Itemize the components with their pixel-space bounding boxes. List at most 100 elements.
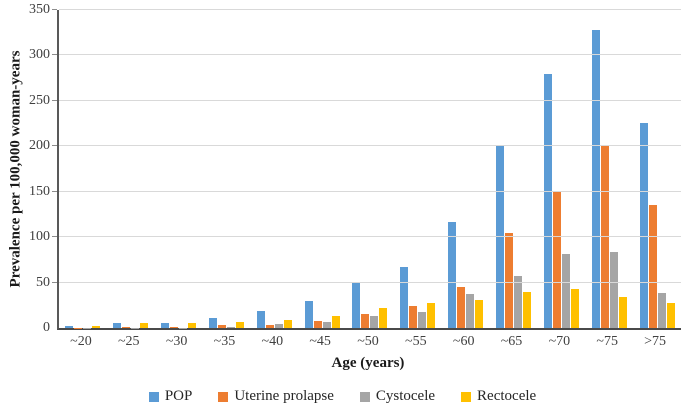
bar-uterine-prolapse-~30 bbox=[170, 327, 179, 328]
bar-uterine-prolapse-~65 bbox=[505, 232, 514, 328]
bar-uterine-prolapse-~60 bbox=[457, 287, 466, 328]
bar-rectocele-~25 bbox=[140, 323, 149, 328]
bar-rectocele->75 bbox=[666, 303, 675, 328]
gridline-50 bbox=[59, 281, 681, 283]
bar-cystocele-~70 bbox=[561, 253, 570, 328]
gridline-150 bbox=[59, 190, 681, 192]
bar-cystocele-~65 bbox=[514, 276, 523, 328]
y-axis-tick bbox=[52, 190, 57, 192]
bar-cystocele-~45 bbox=[322, 321, 331, 328]
bar-rectocele-~40 bbox=[283, 319, 292, 328]
bar-cystocele-~50 bbox=[370, 316, 379, 328]
x-tick-label-~45: ~45 bbox=[309, 334, 331, 349]
legend-label: Rectocele bbox=[477, 388, 537, 404]
legend-swatch-icon bbox=[218, 391, 229, 402]
legend-label: Uterine prolapse bbox=[234, 388, 334, 404]
bar-group-~25 bbox=[107, 10, 155, 328]
legend-item-uterine-prolapse: Uterine prolapse bbox=[218, 388, 334, 405]
bar-group-~50 bbox=[346, 10, 394, 328]
bar-uterine-prolapse-~50 bbox=[361, 314, 370, 328]
x-tick-label-~60: ~60 bbox=[452, 334, 475, 349]
bar-pop->75 bbox=[639, 122, 648, 328]
gridline-300 bbox=[59, 54, 681, 56]
bar-rectocele-~55 bbox=[427, 303, 436, 328]
y-tick-label-0: 0 bbox=[43, 320, 50, 335]
bar-group->75 bbox=[633, 10, 681, 328]
bar-group-~45 bbox=[298, 10, 346, 328]
bar-group-~30 bbox=[155, 10, 203, 328]
y-tick-label-300: 300 bbox=[29, 47, 50, 63]
bar-pop-~30 bbox=[161, 323, 170, 328]
bar-pop-~40 bbox=[256, 310, 265, 328]
plot-area bbox=[52, 9, 681, 330]
legend-item-cystocele: Cystocele bbox=[359, 388, 436, 405]
bar-rectocele-~30 bbox=[188, 323, 197, 328]
y-axis-tick-labels: 0 50 100 150 200 250 300 350 bbox=[0, 2, 50, 335]
bar-cystocele-~55 bbox=[418, 311, 427, 328]
bar-cystocele-~75 bbox=[609, 251, 618, 328]
bar-rectocele-~70 bbox=[570, 288, 579, 328]
bar-group-~60 bbox=[442, 10, 490, 328]
bar-uterine-prolapse-~45 bbox=[313, 320, 322, 328]
gridline-350 bbox=[59, 9, 681, 10]
y-axis-tick bbox=[52, 9, 57, 10]
x-tick-label-~40: ~40 bbox=[261, 334, 284, 349]
bar-group-~70 bbox=[537, 10, 585, 328]
bar-groups bbox=[59, 10, 681, 328]
bar-rectocele-~20 bbox=[92, 326, 101, 328]
bar-pop-~50 bbox=[352, 281, 361, 328]
y-axis-tick bbox=[52, 281, 57, 283]
bar-rectocele-~50 bbox=[379, 308, 388, 328]
gridline-250 bbox=[59, 99, 681, 101]
bar-pop-~45 bbox=[304, 300, 313, 328]
bar-rectocele-~75 bbox=[618, 297, 627, 328]
bar-pop-~60 bbox=[448, 221, 457, 328]
bar-pop-~35 bbox=[208, 318, 217, 328]
y-axis-tick bbox=[52, 99, 57, 101]
bar-rectocele-~45 bbox=[331, 316, 340, 328]
bar-cystocele-~35 bbox=[226, 327, 235, 328]
legend-item-pop: POP bbox=[148, 388, 193, 405]
bar-uterine-prolapse->75 bbox=[648, 205, 657, 328]
x-tick-label-~50: ~50 bbox=[357, 334, 379, 349]
bar-uterine-prolapse-~40 bbox=[265, 325, 274, 328]
y-axis-tick bbox=[52, 145, 57, 147]
bar-uterine-prolapse-~25 bbox=[122, 327, 131, 328]
bar-cystocele->75 bbox=[657, 293, 666, 328]
bar-pop-~25 bbox=[113, 323, 122, 328]
y-axis-tick bbox=[52, 236, 57, 238]
legend-swatch-icon bbox=[148, 391, 159, 402]
bar-pop-~75 bbox=[591, 30, 600, 328]
legend-swatch-icon bbox=[461, 391, 472, 402]
legend: POP Uterine prolapse Cystocele Rectocele bbox=[0, 388, 685, 405]
x-tick-label-~30: ~30 bbox=[165, 334, 188, 349]
bar-rectocele-~65 bbox=[523, 291, 532, 328]
x-tick-label-~65: ~65 bbox=[500, 334, 523, 349]
legend-label: POP bbox=[164, 388, 193, 404]
legend-item-rectocele: Rectocele bbox=[461, 388, 536, 405]
bar-group-~55 bbox=[394, 10, 442, 328]
bar-group-~40 bbox=[250, 10, 298, 328]
x-tick-label-~25: ~25 bbox=[117, 334, 140, 349]
y-tick-label-150: 150 bbox=[29, 183, 50, 199]
y-tick-label-350: 350 bbox=[29, 2, 50, 17]
x-axis-tick-labels: ~20 ~25 ~30 ~35 ~40 ~45 ~50 ~55 ~60 ~65 ~70 ~75 >75 bbox=[57, 334, 679, 350]
y-tick-label-50: 50 bbox=[36, 274, 50, 290]
y-axis-tick bbox=[52, 54, 57, 56]
bar-pop-~20 bbox=[65, 326, 74, 328]
y-tick-label-100: 100 bbox=[29, 229, 50, 245]
bar-group-~75 bbox=[585, 10, 633, 328]
bar-rectocele-~60 bbox=[475, 299, 484, 328]
legend-label: Cystocele bbox=[375, 388, 436, 404]
x-axis-title: Age (years) bbox=[331, 355, 405, 371]
x-tick-label-~35: ~35 bbox=[213, 334, 236, 349]
bar-group-~65 bbox=[490, 10, 538, 328]
bar-cystocele-~60 bbox=[466, 294, 475, 328]
bar-uterine-prolapse-~70 bbox=[552, 191, 561, 328]
x-tick-label-~70: ~70 bbox=[548, 334, 571, 349]
x-tick-label-~75: ~75 bbox=[596, 334, 618, 349]
gridline-200 bbox=[59, 145, 681, 147]
bar-uterine-prolapse-~55 bbox=[409, 306, 418, 328]
gridline-100 bbox=[59, 236, 681, 238]
